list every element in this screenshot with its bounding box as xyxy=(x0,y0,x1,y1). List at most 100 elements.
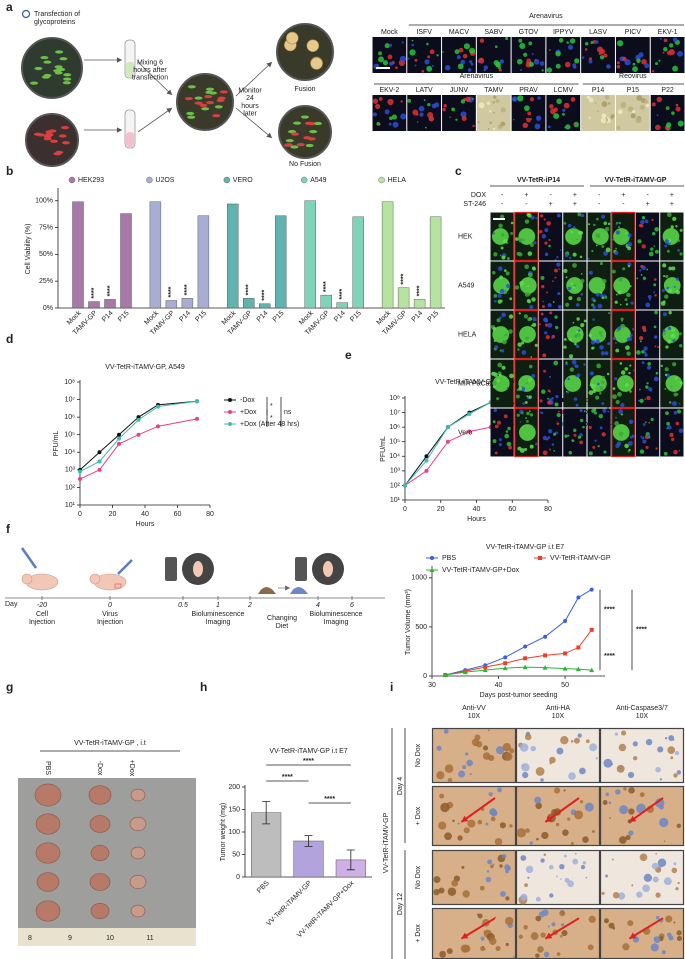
cell xyxy=(535,767,545,776)
cell xyxy=(583,410,586,413)
cell xyxy=(560,878,562,880)
panel-letter: g xyxy=(6,680,13,694)
syncytium xyxy=(285,31,299,45)
cell xyxy=(589,371,594,376)
significance: **** xyxy=(282,774,293,781)
cell xyxy=(637,239,642,244)
cell xyxy=(458,47,464,53)
cell xyxy=(543,218,546,221)
cell xyxy=(548,49,551,51)
cell xyxy=(489,937,497,945)
cell xyxy=(620,323,626,329)
data-point xyxy=(562,666,568,671)
cell xyxy=(646,268,649,271)
cell xyxy=(667,212,672,218)
condition-sign: - xyxy=(598,201,601,208)
cell xyxy=(582,425,585,429)
cell xyxy=(569,367,575,372)
cell xyxy=(660,364,663,368)
cell xyxy=(632,369,635,372)
cell xyxy=(531,373,536,378)
cell xyxy=(622,943,630,951)
cell xyxy=(436,54,439,57)
imaging-device xyxy=(165,557,177,581)
timeline-event: Virus Injection xyxy=(97,611,123,626)
cell xyxy=(672,401,677,406)
cell xyxy=(657,858,667,868)
tumor xyxy=(90,903,110,919)
image-label: PICV xyxy=(625,29,642,36)
data-point xyxy=(542,665,548,670)
cell xyxy=(521,764,525,768)
x-tick-label: P15 xyxy=(117,310,131,324)
cell xyxy=(669,432,674,438)
cell xyxy=(568,296,573,301)
cell xyxy=(565,302,570,307)
cell xyxy=(552,300,555,303)
cell xyxy=(519,280,525,286)
cell xyxy=(561,112,565,116)
cell xyxy=(615,247,618,250)
ruler-label: 9 xyxy=(68,935,72,942)
cell xyxy=(472,124,475,128)
x-tick-label: 80 xyxy=(206,511,214,518)
y-tick-label: 10³ xyxy=(390,468,401,475)
cell xyxy=(624,443,629,449)
arrow-shaft xyxy=(137,107,173,133)
cell xyxy=(677,120,684,127)
cell xyxy=(547,436,551,440)
significance: **** xyxy=(636,627,647,634)
cell xyxy=(675,277,679,281)
bar xyxy=(397,287,410,309)
cell xyxy=(540,411,544,415)
cell xyxy=(563,345,567,349)
cell xyxy=(673,449,678,455)
cell xyxy=(628,808,635,815)
timeline-event: Changing Diet xyxy=(267,615,297,630)
significance: **** xyxy=(168,286,175,297)
cell xyxy=(522,772,529,779)
cell xyxy=(639,340,642,343)
cell xyxy=(616,125,621,130)
cell xyxy=(462,53,468,59)
significance: **** xyxy=(184,284,191,295)
cell xyxy=(457,835,463,841)
y-tick-label: 10³ xyxy=(65,467,76,474)
cell xyxy=(565,362,569,366)
cell xyxy=(607,410,610,413)
cell xyxy=(478,102,485,109)
cell xyxy=(554,258,557,261)
cell xyxy=(487,859,493,865)
cell xyxy=(407,98,412,103)
cell xyxy=(479,885,485,891)
cell xyxy=(446,948,453,955)
data-point xyxy=(467,429,472,434)
cell xyxy=(616,441,622,446)
cell xyxy=(657,346,660,348)
cell xyxy=(506,386,509,389)
cell xyxy=(493,95,497,99)
cell xyxy=(491,371,496,376)
cell xyxy=(618,221,622,225)
cell xyxy=(526,212,530,217)
cell xyxy=(598,331,602,335)
y-tick-label: 10⁴ xyxy=(389,453,400,460)
cell xyxy=(470,62,474,66)
cell xyxy=(187,85,196,89)
cell xyxy=(619,303,622,306)
cell xyxy=(547,397,549,400)
cell xyxy=(623,787,627,791)
cell xyxy=(530,356,533,358)
cell xyxy=(524,733,532,741)
cell xyxy=(556,256,559,259)
error-bar xyxy=(346,849,355,871)
cell xyxy=(495,945,501,951)
cell xyxy=(477,121,480,124)
cell xyxy=(488,110,492,113)
cell xyxy=(212,113,221,118)
cell xyxy=(577,329,581,332)
cell xyxy=(624,382,629,388)
cell xyxy=(492,420,496,424)
cell xyxy=(493,252,498,257)
cell xyxy=(54,65,63,69)
